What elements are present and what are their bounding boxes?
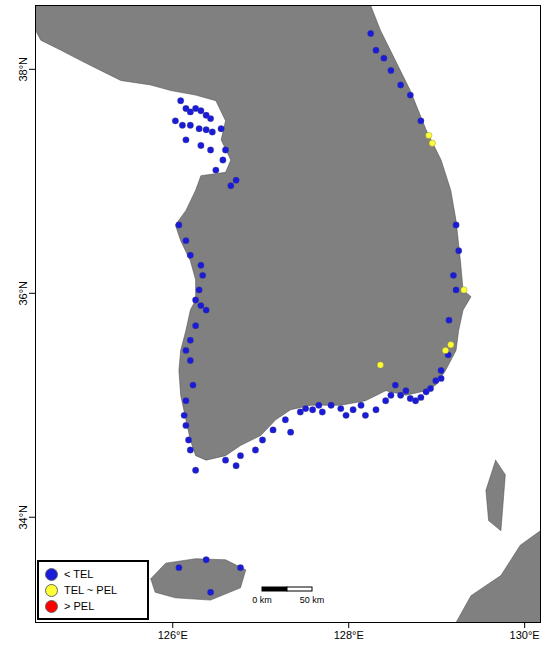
svg-text:130°E: 130°E [510,629,540,641]
html-text:> PEL: > PEL [64,600,95,612]
svg-text:128°E: 128°E [334,629,364,641]
svg-text:38°N: 38°N [17,57,29,82]
svg-text:0 km: 0 km [252,595,272,605]
svg-text:50 km: 50 km [300,595,325,605]
svg-text:126°E: 126°E [158,629,188,641]
html-text:TEL ~ PEL: TEL ~ PEL [64,584,118,596]
svg-text:34°N: 34°N [17,505,29,530]
html-text:< TEL: < TEL [64,568,94,580]
svg-text:36°N: 36°N [17,281,29,306]
